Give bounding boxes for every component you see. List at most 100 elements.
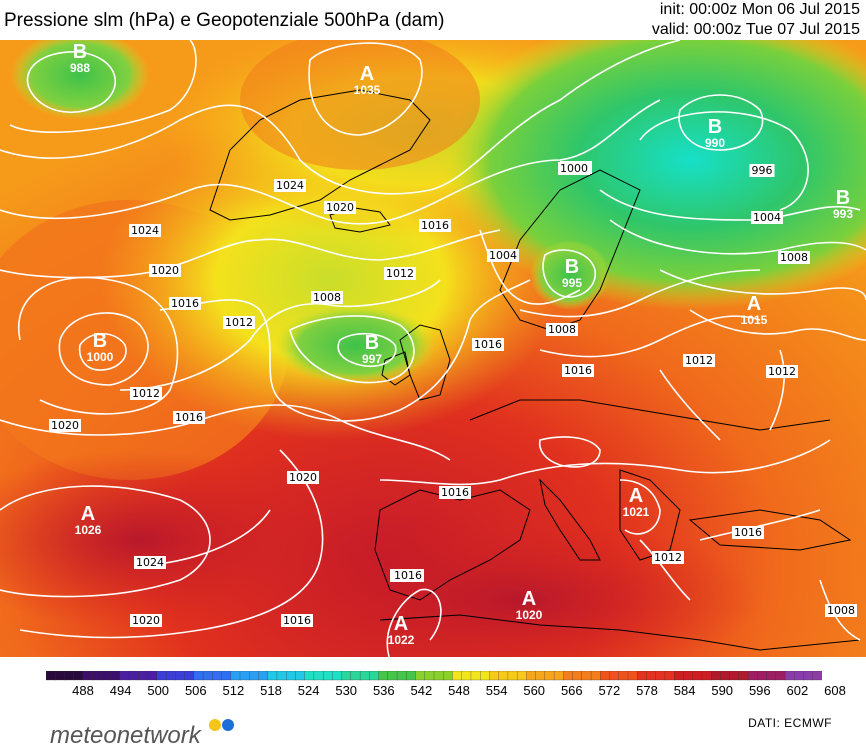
colorbar-swatch	[480, 671, 491, 681]
colorbar-swatch	[73, 671, 84, 681]
colorbar-swatch	[92, 671, 103, 681]
chart-title: Pressione slm (hPa) e Geopotenziale 500h…	[4, 10, 445, 31]
svg-text:1012: 1012	[386, 267, 414, 280]
colorbar-swatch	[239, 671, 250, 681]
colorbar-tick-label: 536	[372, 683, 395, 698]
meteonetwork-logo: meteonetwork	[50, 722, 201, 749]
svg-text:1016: 1016	[394, 569, 422, 582]
colorbar-swatch	[64, 671, 75, 681]
svg-text:1008: 1008	[780, 251, 808, 264]
center-value: 1015	[741, 313, 768, 327]
colorbar-swatch	[230, 671, 241, 681]
colorbar-tick-label: 602	[786, 683, 809, 698]
colorbar-swatch	[646, 671, 657, 681]
isobar-label: 1016	[562, 364, 594, 377]
colorbar-labels: 488 494 500 506 512 518 524 530 536 542 548 554 560 5…	[0, 683, 866, 701]
svg-text:1004: 1004	[753, 211, 781, 224]
colorbar-swatch	[794, 671, 805, 681]
colorbar-swatch	[322, 671, 334, 681]
cold-zone-atlantic	[275, 305, 435, 385]
center-value: 997	[362, 352, 382, 366]
colorbar-swatch	[516, 671, 528, 681]
colorbar-tick-label: 584	[673, 683, 696, 698]
svg-text:1020: 1020	[289, 471, 317, 484]
svg-text:1016: 1016	[564, 364, 592, 377]
colorbar-swatch	[526, 671, 537, 681]
colorbar-swatch	[258, 671, 269, 681]
colorbar-swatch	[396, 671, 407, 681]
colorbar-swatch	[757, 671, 768, 681]
isobar-label: 1024	[274, 179, 306, 192]
weather-map: 1024 1020 1024 1020 1016 1016 1008 1012 1012 1016…	[0, 40, 866, 657]
colorbar-swatch	[165, 671, 176, 681]
svg-text:1012: 1012	[654, 551, 682, 564]
colorbar-swatch	[784, 671, 795, 681]
colorbar-tick-label: 518	[260, 683, 282, 698]
colorbar-swatch	[119, 671, 130, 681]
isobar-label: 1008	[311, 291, 343, 304]
colorbar-swatch	[627, 671, 638, 681]
isobar-label: 1016	[732, 526, 764, 539]
svg-text:1012: 1012	[685, 354, 713, 367]
colorbar-swatch	[600, 671, 611, 681]
colorbar-swatch	[332, 671, 343, 681]
colorbar-swatch	[378, 671, 389, 681]
center-value: 1021	[623, 505, 650, 519]
isobar-label: 1024	[134, 556, 166, 569]
center-value: 1022	[388, 633, 415, 647]
isobar-label: 1000	[558, 162, 590, 175]
isobar-label: 1024	[129, 224, 161, 237]
colorbar-swatch	[304, 671, 315, 681]
colorbar-swatch	[221, 671, 232, 681]
deep-red-atlantic	[0, 450, 340, 630]
colorbar-swatch	[683, 671, 694, 681]
svg-text:1012: 1012	[768, 365, 796, 378]
colorbar-swatch	[461, 671, 472, 681]
svg-text:1016: 1016	[421, 219, 449, 232]
svg-text:1016: 1016	[171, 297, 199, 310]
isobar-label: 1016	[439, 486, 471, 499]
svg-text:1024: 1024	[131, 224, 159, 237]
svg-text:1016: 1016	[474, 338, 502, 351]
colorbar-swatch	[46, 671, 56, 681]
svg-text:1016: 1016	[441, 486, 469, 499]
colorbar-swatch	[295, 671, 306, 681]
svg-text:1020: 1020	[51, 419, 79, 432]
center-letter: A	[522, 588, 536, 610]
colorbar-swatch	[766, 671, 777, 681]
isobar-label: 1012	[384, 267, 416, 280]
isobar-label: 1016	[281, 614, 313, 627]
colorbar-tick-label: 524	[297, 683, 320, 698]
colorbar-swatch	[193, 671, 204, 681]
colorbar-swatch	[359, 671, 370, 681]
colorbar-swatch	[212, 671, 223, 681]
colorbar-swatch	[147, 671, 158, 681]
colorbar-swatch	[313, 671, 324, 681]
colorbar-swatch	[803, 671, 814, 681]
svg-text:1008: 1008	[548, 323, 576, 336]
colorbar-swatch	[581, 671, 592, 681]
isobar-label: 1016	[419, 219, 451, 232]
svg-text:1024: 1024	[276, 179, 304, 192]
colorbar-tick-label: 572	[598, 683, 621, 698]
colorbar-tick-label: 548	[448, 683, 470, 698]
colorbar-swatch	[553, 671, 564, 681]
isobar-label: 1020	[130, 614, 162, 627]
center-value: 1026	[75, 523, 102, 537]
center-letter: B	[365, 332, 379, 354]
colorbar-swatch	[341, 671, 352, 681]
isobar-labels: 1024 1020 1024 1020 1016 1016 1008 1012 1012 1016…	[49, 161, 857, 627]
colorbar-swatch	[618, 671, 629, 681]
isobar-label: 1020	[49, 419, 81, 432]
colorbar-swatch	[710, 671, 722, 681]
svg-text:1020: 1020	[151, 264, 179, 277]
colorbar-swatch	[138, 671, 149, 681]
colorbar-swatch	[202, 671, 213, 681]
center-value: 993	[833, 207, 853, 221]
svg-text:1016: 1016	[283, 614, 311, 627]
isobar-label: 1012	[130, 387, 162, 400]
